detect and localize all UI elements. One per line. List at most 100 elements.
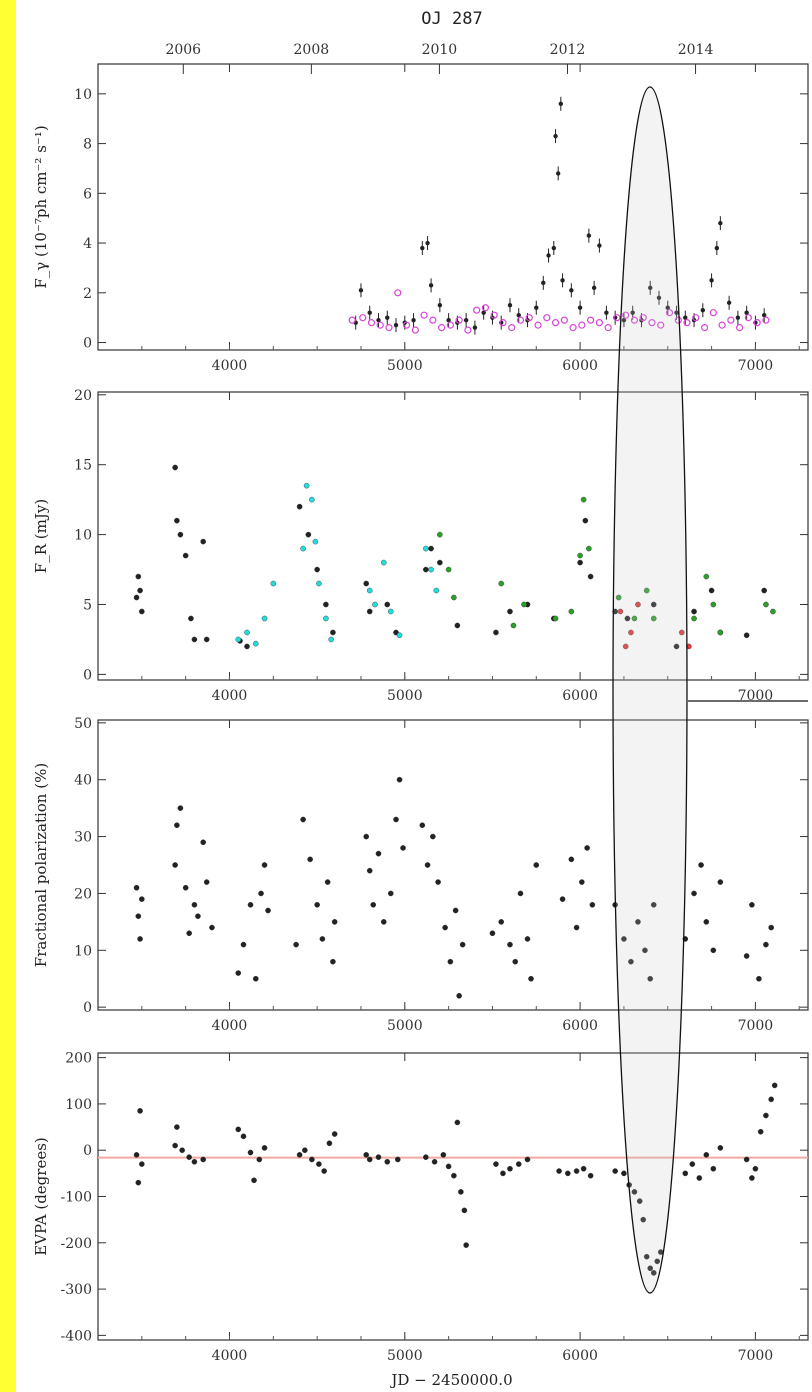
data-point bbox=[591, 285, 597, 291]
data-point bbox=[366, 1156, 373, 1163]
data-point bbox=[384, 601, 391, 608]
data-point bbox=[316, 580, 322, 587]
data-point bbox=[577, 559, 583, 566]
data-point bbox=[743, 953, 750, 959]
data-point bbox=[191, 902, 198, 908]
data-point bbox=[481, 304, 490, 312]
data-point bbox=[584, 845, 590, 851]
data-point bbox=[174, 1124, 180, 1130]
data-point bbox=[400, 845, 406, 851]
data-point bbox=[718, 321, 726, 329]
data-point bbox=[240, 941, 247, 948]
data-point bbox=[515, 1161, 522, 1167]
data-point bbox=[240, 1133, 247, 1140]
data-point bbox=[691, 615, 697, 622]
data-point bbox=[358, 288, 364, 293]
plot-frame bbox=[97, 719, 809, 1011]
y-tick-label: 10 bbox=[74, 528, 92, 544]
top-year-label: 2008 bbox=[294, 42, 330, 58]
data-point bbox=[431, 1158, 438, 1165]
data-point bbox=[420, 311, 428, 319]
data-point bbox=[428, 545, 434, 552]
data-point bbox=[258, 890, 264, 897]
data-point bbox=[139, 608, 145, 615]
data-point bbox=[569, 288, 574, 293]
data-point bbox=[454, 622, 461, 629]
data-point bbox=[580, 1165, 587, 1172]
data-point bbox=[302, 1147, 308, 1154]
data-point bbox=[394, 1156, 401, 1163]
data-point bbox=[437, 559, 443, 566]
data-point bbox=[203, 636, 210, 643]
data-point bbox=[303, 482, 310, 489]
data-point bbox=[587, 573, 594, 580]
data-point bbox=[727, 316, 735, 324]
data-point bbox=[433, 587, 440, 594]
data-point bbox=[691, 890, 697, 897]
data-point bbox=[172, 1142, 178, 1149]
data-point bbox=[683, 319, 691, 327]
data-point bbox=[499, 319, 507, 327]
data-point bbox=[200, 538, 206, 545]
data-point bbox=[696, 1175, 703, 1181]
data-point bbox=[498, 919, 505, 925]
data-point bbox=[235, 970, 242, 976]
evpa-panel: 4000 5000 6000 7000 200 100 0 -100 -200 -300 -400 E… bbox=[32, 1051, 809, 1364]
y-tick-label: 30 bbox=[74, 830, 92, 846]
data-point bbox=[270, 580, 277, 587]
data-point bbox=[568, 608, 575, 615]
data-point bbox=[314, 902, 320, 908]
data-point bbox=[419, 822, 426, 828]
x-tick-label: 7000 bbox=[738, 1348, 774, 1364]
data-point bbox=[621, 317, 627, 323]
data-point bbox=[324, 879, 331, 885]
data-point bbox=[177, 805, 184, 811]
data-point bbox=[615, 594, 622, 601]
data-point bbox=[455, 316, 463, 324]
data-point bbox=[528, 975, 534, 982]
data-point bbox=[137, 1108, 143, 1114]
y-tick-label: 20 bbox=[74, 388, 92, 404]
data-point bbox=[393, 816, 399, 823]
x-tick-label: 4000 bbox=[212, 1018, 248, 1034]
data-point bbox=[348, 316, 356, 324]
data-point bbox=[463, 317, 469, 323]
data-point bbox=[674, 316, 682, 324]
data-point bbox=[578, 321, 586, 329]
data-point bbox=[174, 822, 180, 828]
data-point bbox=[458, 1189, 464, 1195]
data-point bbox=[481, 310, 486, 315]
data-point bbox=[252, 975, 259, 982]
data-point bbox=[763, 1112, 769, 1119]
data-point bbox=[328, 636, 334, 643]
data-point bbox=[393, 322, 399, 328]
data-point bbox=[691, 608, 697, 615]
data-point bbox=[440, 1152, 447, 1158]
data-point bbox=[631, 1189, 638, 1195]
data-point bbox=[454, 1119, 461, 1126]
data-point bbox=[251, 1177, 257, 1184]
data-point bbox=[330, 958, 336, 965]
y-tick-label: -400 bbox=[61, 1328, 92, 1344]
data-point bbox=[579, 879, 585, 885]
data-point bbox=[137, 936, 143, 942]
data-point bbox=[464, 326, 472, 334]
data-point bbox=[639, 314, 647, 322]
data-point bbox=[200, 839, 206, 846]
data-point bbox=[447, 958, 454, 965]
top-year-label: 2012 bbox=[550, 42, 586, 58]
data-point bbox=[582, 517, 589, 524]
data-point bbox=[177, 531, 184, 538]
data-point bbox=[717, 1145, 724, 1151]
data-point bbox=[744, 314, 752, 322]
data-point bbox=[261, 615, 268, 622]
y-tick-label: 6 bbox=[83, 186, 92, 202]
optical-panel: 4000 5000 6000 7000 0 5 10 15 20 F_R (mJy) bbox=[32, 388, 809, 704]
data-point bbox=[622, 311, 630, 319]
data-point bbox=[640, 1216, 647, 1223]
data-point bbox=[553, 133, 558, 139]
data-point bbox=[261, 862, 268, 868]
data-point bbox=[182, 884, 189, 891]
data-point bbox=[244, 643, 250, 650]
